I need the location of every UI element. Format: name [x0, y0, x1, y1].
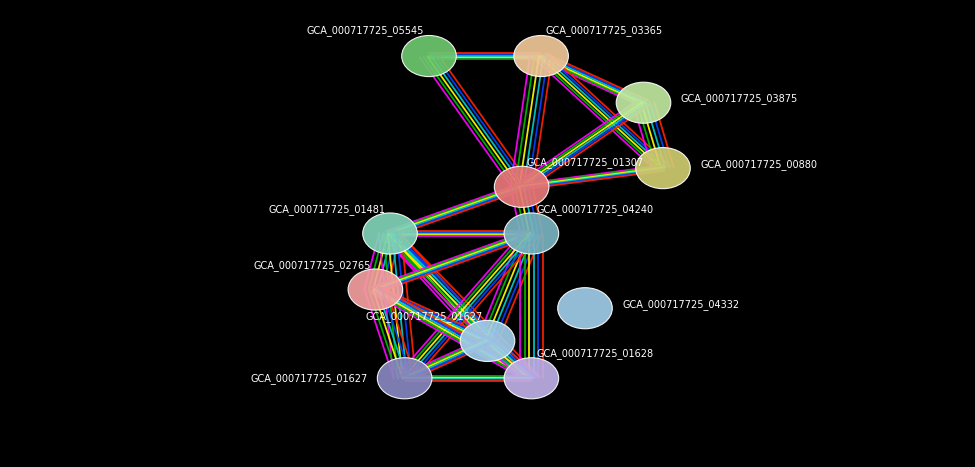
Text: GCA_000717725_02765: GCA_000717725_02765	[254, 260, 370, 271]
Text: GCA_000717725_04332: GCA_000717725_04332	[622, 299, 739, 310]
Ellipse shape	[504, 213, 559, 254]
Ellipse shape	[363, 213, 417, 254]
Text: GCA_000717725_03875: GCA_000717725_03875	[681, 93, 798, 105]
Ellipse shape	[494, 166, 549, 207]
Ellipse shape	[514, 35, 568, 77]
Ellipse shape	[616, 82, 671, 123]
Text: GCA_000717725_03365: GCA_000717725_03365	[546, 25, 663, 36]
Text: GCA_000717725_05545: GCA_000717725_05545	[307, 25, 424, 36]
Text: GCA_000717725_01628: GCA_000717725_01628	[536, 348, 653, 360]
Ellipse shape	[377, 358, 432, 399]
Ellipse shape	[460, 320, 515, 361]
Text: GCA_000717725_01627: GCA_000717725_01627	[251, 373, 368, 384]
Text: GCA_000717725_01627: GCA_000717725_01627	[366, 311, 483, 322]
Ellipse shape	[402, 35, 456, 77]
Ellipse shape	[504, 358, 559, 399]
Ellipse shape	[348, 269, 403, 310]
Ellipse shape	[558, 288, 612, 329]
Text: GCA_000717725_04240: GCA_000717725_04240	[536, 204, 653, 215]
Text: GCA_000717725_01481: GCA_000717725_01481	[268, 204, 385, 215]
Ellipse shape	[636, 148, 690, 189]
Text: GCA_000717725_00880: GCA_000717725_00880	[700, 159, 817, 170]
Text: GCA_000717725_01307: GCA_000717725_01307	[526, 157, 644, 168]
